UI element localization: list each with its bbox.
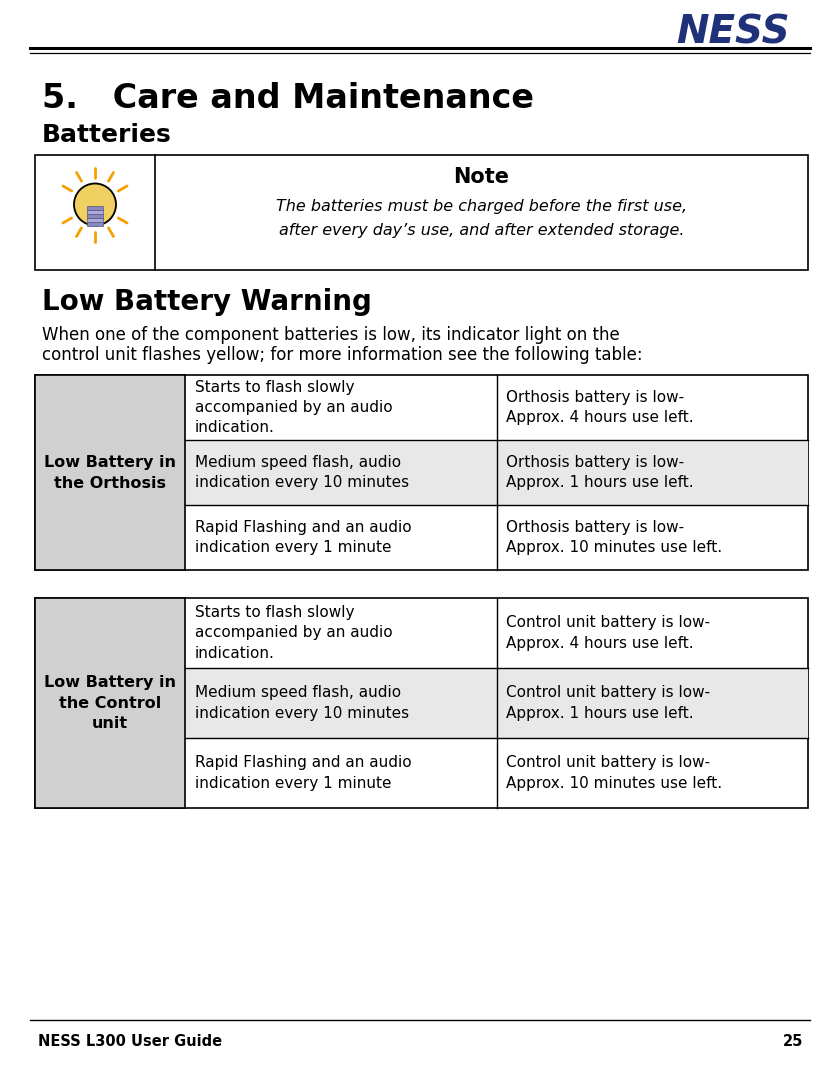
Text: Rapid Flashing and an audio
indication every 1 minute: Rapid Flashing and an audio indication e… <box>195 755 412 790</box>
Text: Medium speed flash, audio
indication every 10 minutes: Medium speed flash, audio indication eve… <box>195 686 409 721</box>
Text: Control unit battery is low-
Approx. 10 minutes use left.: Control unit battery is low- Approx. 10 … <box>507 755 722 790</box>
Text: Orthosis battery is low-
Approx. 4 hours use left.: Orthosis battery is low- Approx. 4 hours… <box>507 390 694 425</box>
Bar <box>35 375 185 570</box>
Text: control unit flashes yellow; for more information see the following table:: control unit flashes yellow; for more in… <box>42 346 643 364</box>
Text: Low Battery Warning: Low Battery Warning <box>42 288 372 316</box>
Bar <box>87 221 103 225</box>
Bar <box>35 155 808 270</box>
Text: Orthosis battery is low-
Approx. 1 hours use left.: Orthosis battery is low- Approx. 1 hours… <box>507 455 694 490</box>
Text: after every day’s use, and after extended storage.: after every day’s use, and after extende… <box>279 223 685 238</box>
Bar <box>87 218 103 221</box>
Text: The batteries must be charged before the first use,: The batteries must be charged before the… <box>276 200 687 215</box>
Text: NESS L300 User Guide: NESS L300 User Guide <box>38 1035 222 1050</box>
Text: Starts to flash slowly
accompanied by an audio
indication.: Starts to flash slowly accompanied by an… <box>195 379 393 436</box>
Text: Note: Note <box>454 167 509 187</box>
Text: Control unit battery is low-
Approx. 1 hours use left.: Control unit battery is low- Approx. 1 h… <box>507 686 711 721</box>
Bar <box>35 598 808 808</box>
Text: Medium speed flash, audio
indication every 10 minutes: Medium speed flash, audio indication eve… <box>195 455 409 490</box>
Text: Control unit battery is low-
Approx. 4 hours use left.: Control unit battery is low- Approx. 4 h… <box>507 615 711 650</box>
Text: 5.   Care and Maintenance: 5. Care and Maintenance <box>42 81 534 114</box>
Bar <box>87 205 103 209</box>
Text: Orthosis battery is low-
Approx. 10 minutes use left.: Orthosis battery is low- Approx. 10 minu… <box>507 520 722 555</box>
Bar <box>185 440 808 505</box>
Bar <box>185 668 808 738</box>
Bar <box>35 375 808 570</box>
Circle shape <box>74 184 116 225</box>
Text: Low Battery in
the Orthosis: Low Battery in the Orthosis <box>44 455 176 490</box>
Text: Rapid Flashing and an audio
indication every 1 minute: Rapid Flashing and an audio indication e… <box>195 520 412 555</box>
Bar <box>87 209 103 214</box>
Text: When one of the component batteries is low, its indicator light on the: When one of the component batteries is l… <box>42 326 620 344</box>
Bar <box>87 214 103 218</box>
Text: Starts to flash slowly
accompanied by an audio
indication.: Starts to flash slowly accompanied by an… <box>195 606 393 661</box>
Text: Batteries: Batteries <box>42 123 172 147</box>
Bar <box>35 598 185 808</box>
Text: NESS: NESS <box>676 13 790 51</box>
Text: 25: 25 <box>783 1035 803 1050</box>
Text: Low Battery in
the Control
unit: Low Battery in the Control unit <box>44 675 176 732</box>
